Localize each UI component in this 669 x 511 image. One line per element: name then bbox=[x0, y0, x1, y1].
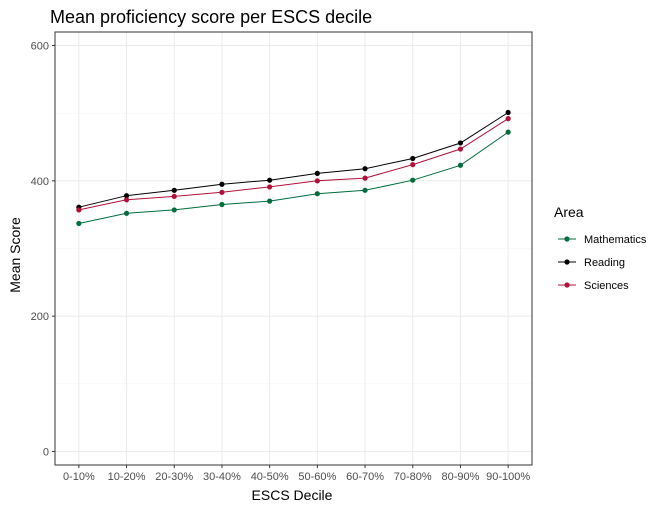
x-tick-label: 0-10% bbox=[63, 471, 95, 483]
series-layer bbox=[76, 109, 511, 227]
series-sciences bbox=[76, 116, 511, 213]
x-tick-label: 30-40% bbox=[203, 471, 241, 483]
legend-key-point bbox=[564, 236, 570, 242]
x-axis-title: ESCS Decile bbox=[252, 487, 333, 503]
y-tick-label: 200 bbox=[31, 311, 49, 323]
series-reading bbox=[76, 109, 511, 210]
data-point-sciences bbox=[267, 184, 273, 190]
data-point-sciences bbox=[76, 207, 82, 213]
data-point-sciences bbox=[314, 178, 320, 184]
data-point-reading bbox=[505, 109, 511, 116]
panel-border bbox=[54, 31, 533, 466]
data-point-reading bbox=[457, 140, 464, 146]
data-point-reading bbox=[171, 187, 177, 193]
x-tick-label: 20-30% bbox=[155, 471, 193, 483]
data-point-mathematics bbox=[123, 210, 130, 216]
chart-title: Mean proficiency score per ESCS decile bbox=[50, 7, 372, 27]
y-axis-title: Mean Score bbox=[7, 217, 23, 293]
x-tick-label: 40-50% bbox=[251, 471, 289, 483]
y-tick-label: 400 bbox=[31, 176, 49, 188]
x-tick-label: 10-20% bbox=[108, 471, 146, 483]
data-point-mathematics bbox=[314, 191, 320, 197]
x-tick-label: 60-70% bbox=[346, 471, 384, 483]
legend-label: Mathematics bbox=[584, 234, 647, 246]
plot-panel bbox=[54, 31, 533, 466]
data-point-sciences bbox=[123, 197, 130, 203]
x-tick-label: 50-60% bbox=[298, 471, 336, 483]
data-point-reading bbox=[362, 166, 368, 172]
data-point-reading bbox=[267, 177, 273, 183]
data-point-sciences bbox=[457, 146, 464, 152]
legend: Area Mathematics Reading Sciences bbox=[554, 204, 647, 292]
series-line-mathematics bbox=[78, 131, 509, 224]
series-line-reading bbox=[78, 112, 509, 208]
data-point-mathematics bbox=[505, 129, 511, 135]
data-point-mathematics bbox=[267, 198, 273, 204]
data-point-mathematics bbox=[457, 162, 464, 168]
data-point-sciences bbox=[171, 193, 177, 200]
data-point-mathematics bbox=[171, 207, 177, 213]
series-mathematics bbox=[76, 129, 511, 227]
legend-key-point bbox=[564, 259, 570, 265]
x-tick-label: 70-80% bbox=[394, 471, 432, 483]
axes: 0 200 400 600 0-10% 10-20% 20-30% 30-40% 40-50% 5… bbox=[31, 41, 531, 483]
y-tick-label: 0 bbox=[43, 446, 49, 458]
legend-key-point bbox=[564, 282, 570, 288]
data-point-reading bbox=[123, 193, 130, 199]
data-point-reading bbox=[219, 181, 225, 187]
data-point-sciences bbox=[410, 162, 416, 168]
y-tick-label: 600 bbox=[31, 41, 49, 53]
series-line-sciences bbox=[78, 118, 509, 211]
legend-item-reading: Reading bbox=[558, 257, 625, 269]
legend-item-mathematics: Mathematics bbox=[558, 234, 647, 246]
legend-item-sciences: Sciences bbox=[558, 280, 629, 292]
data-point-sciences bbox=[505, 116, 511, 122]
x-tick-label: 80-90% bbox=[441, 471, 479, 483]
data-point-reading bbox=[314, 170, 320, 177]
data-point-mathematics bbox=[76, 220, 82, 227]
data-point-mathematics bbox=[410, 177, 416, 183]
data-point-reading bbox=[410, 155, 416, 162]
data-point-mathematics bbox=[362, 187, 368, 193]
data-point-mathematics bbox=[219, 201, 225, 208]
legend-title: Area bbox=[554, 204, 584, 220]
x-tick-label: 90-100% bbox=[486, 471, 530, 483]
legend-label: Reading bbox=[584, 257, 625, 269]
data-point-sciences bbox=[362, 175, 368, 181]
data-point-sciences bbox=[219, 189, 225, 195]
legend-label: Sciences bbox=[584, 280, 629, 292]
